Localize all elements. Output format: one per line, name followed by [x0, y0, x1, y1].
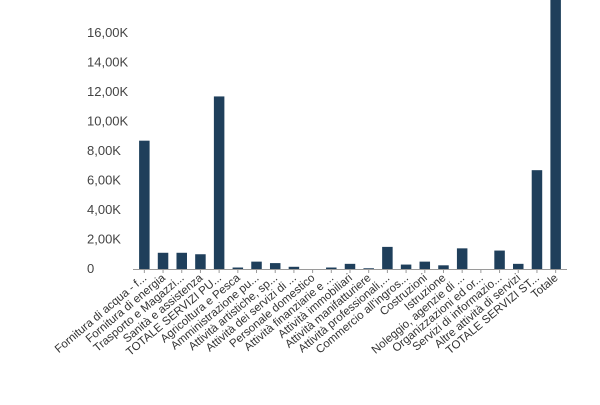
bar — [326, 267, 337, 269]
y-tick-label: 12,00K — [87, 84, 129, 99]
bar — [400, 264, 412, 269]
bars-group — [139, 0, 561, 270]
bar — [288, 266, 300, 269]
bar — [269, 263, 281, 269]
bar — [456, 248, 468, 269]
y-tick-label: 4,00K — [87, 202, 121, 217]
y-axis: 0 2,00K 4,00K 6,00K 8,00K 10,00K 12,00K 14,00K 1… — [87, 25, 129, 276]
bar — [438, 265, 449, 269]
y-tick-label: 14,00K — [87, 55, 129, 70]
bar — [176, 252, 187, 269]
bar — [344, 263, 356, 269]
bar — [232, 267, 244, 269]
bar — [195, 254, 206, 269]
bar — [531, 170, 543, 269]
y-tick-label: 10,00K — [87, 114, 129, 129]
y-tick-label: 2,00K — [87, 232, 121, 247]
bar — [251, 261, 262, 270]
bar — [363, 268, 374, 269]
y-tick-label: 8,00K — [87, 143, 121, 158]
bar — [513, 263, 524, 269]
y-tick-label: 6,00K — [87, 173, 121, 188]
bar — [419, 261, 431, 270]
bar — [382, 246, 393, 270]
bar — [139, 140, 150, 269]
y-tick-label: 16,00K — [87, 25, 129, 40]
bar — [494, 250, 505, 269]
bar — [550, 0, 561, 269]
bar — [157, 252, 169, 269]
x-axis: Fornitura di acqua - f...Fornitura di en… — [53, 269, 567, 359]
y-tick-label: 0 — [87, 261, 94, 276]
bar — [213, 96, 225, 270]
